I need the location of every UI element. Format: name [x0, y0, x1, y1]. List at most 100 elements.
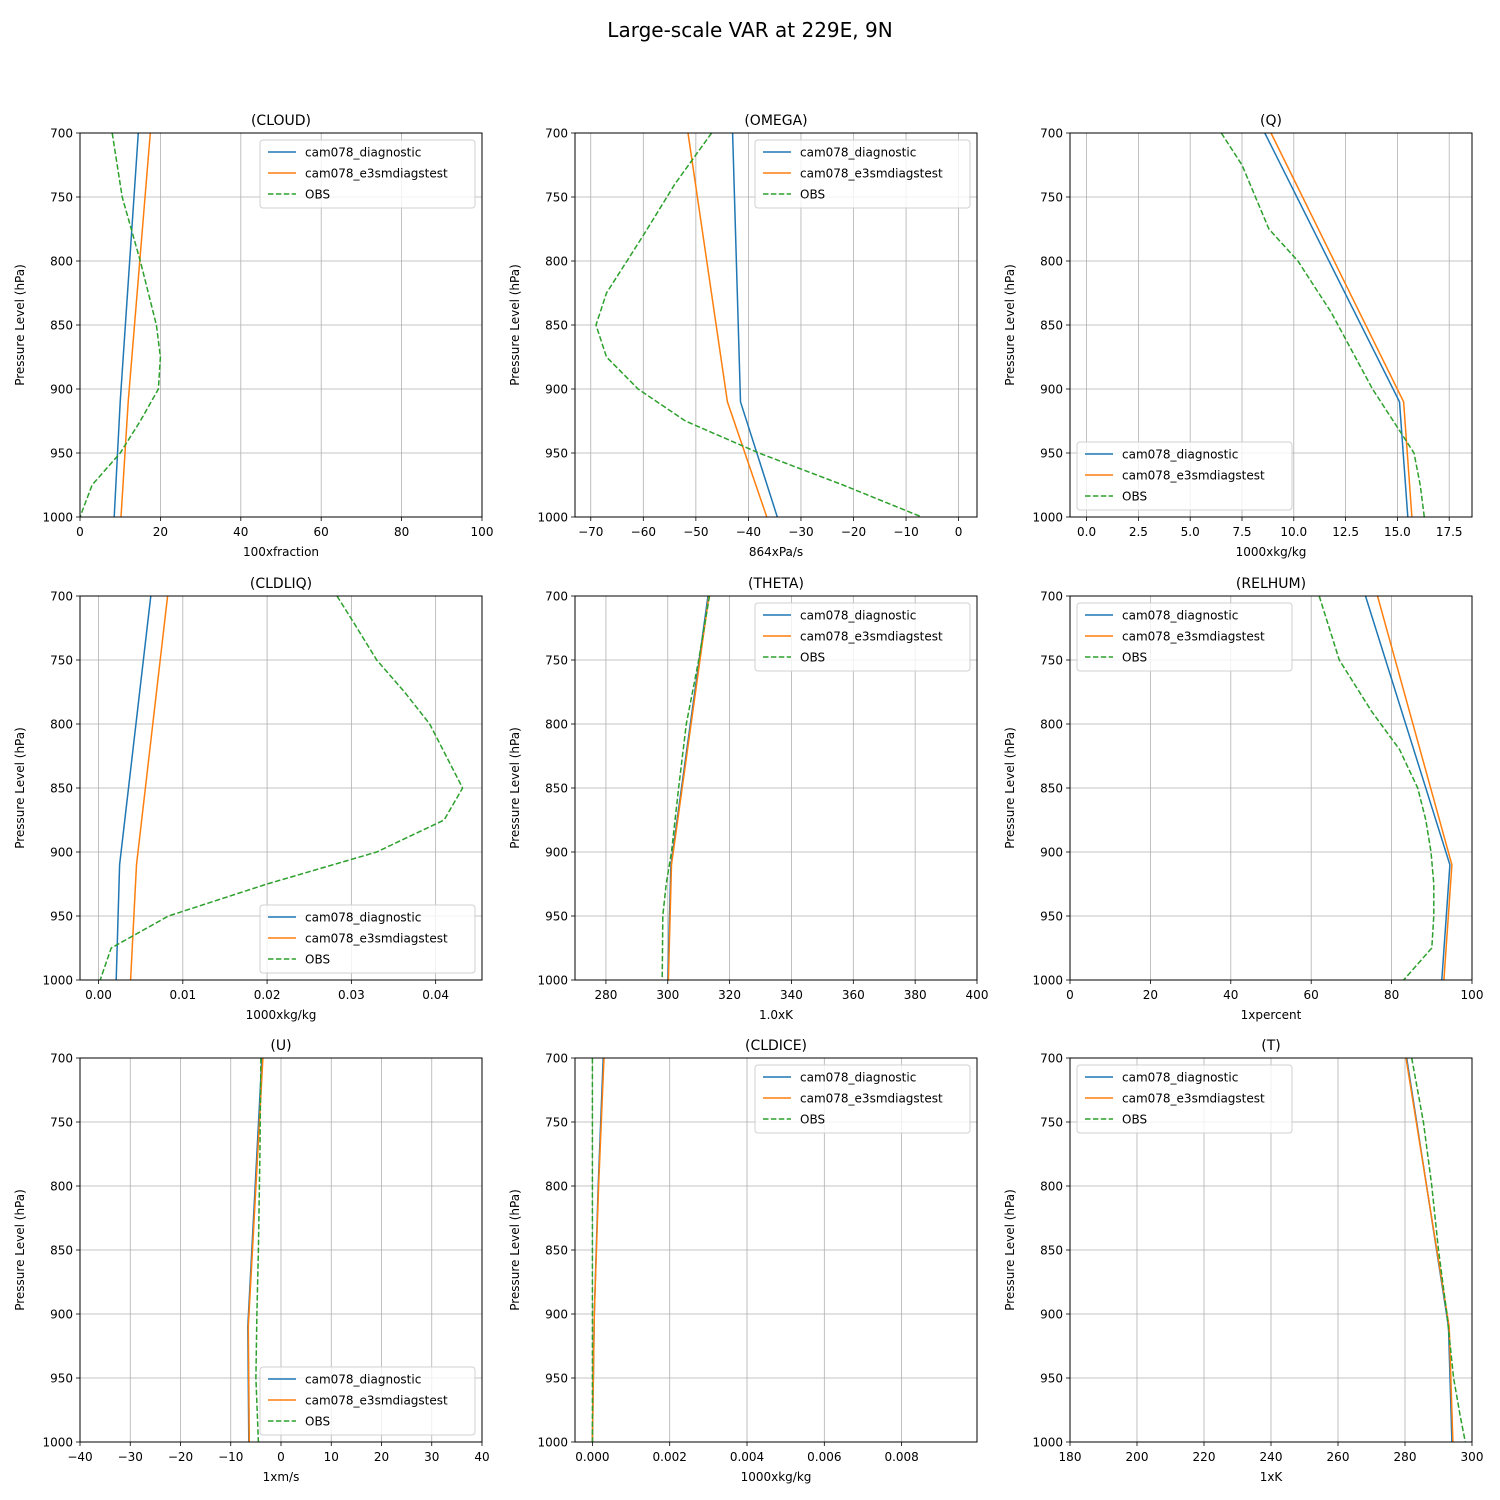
y-tick-label: 850: [50, 782, 73, 796]
y-tick-label: 750: [1040, 654, 1063, 668]
y-tick-label: 750: [50, 654, 73, 668]
x-tick-label: 0.0: [1077, 525, 1096, 539]
series-line-cam078_diagnostic: [731, 132, 779, 518]
y-tick-label: 750: [50, 191, 73, 205]
legend-label: OBS: [800, 188, 825, 202]
x-tick-label: 380: [904, 988, 927, 1002]
y-tick-label: 800: [1040, 255, 1063, 269]
legend: cam078_diagnostic cam078_e3smdiagstest OBS: [1076, 602, 1293, 672]
series-line-cam078_diagnostic: [1364, 595, 1451, 981]
x-tick-label: −60: [631, 525, 656, 539]
series-line-cam078_diagnostic: [1264, 132, 1409, 518]
y-tick-label: 750: [1040, 1116, 1063, 1130]
series-line-cam078_diagnostic: [113, 132, 140, 518]
x-tick-label: −40: [736, 525, 761, 539]
x-tick-label: −50: [683, 525, 708, 539]
series-line-cam078_e3smdiagstest: [1270, 132, 1413, 518]
y-tick-label: 800: [50, 1180, 73, 1194]
legend-label: OBS: [1122, 490, 1147, 504]
y-tick-label: 800: [50, 718, 73, 732]
x-tick-label: 240: [1260, 1450, 1283, 1464]
panel-0: 0 20 40 60 80 100 700 750 800 850 900 950 1000 (CLOUD…: [13, 113, 493, 559]
x-tick-label: 2.5: [1129, 525, 1148, 539]
x-tick-label: 260: [1327, 1450, 1350, 1464]
legend-label: OBS: [305, 953, 330, 967]
series-line-OBS: [79, 132, 162, 518]
x-tick-label: 0: [76, 525, 84, 539]
x-tick-label: 0.008: [884, 1450, 918, 1464]
y-tick-label: 750: [545, 191, 568, 205]
y-tick-label: 800: [545, 255, 568, 269]
series-line-OBS: [255, 1057, 262, 1443]
x-axis-label: 1xK: [1260, 1470, 1284, 1484]
y-tick-label: 900: [1040, 846, 1063, 860]
y-tick-label: 1000: [42, 1436, 73, 1450]
legend-label: cam078_diagnostic: [305, 1373, 421, 1387]
legend: cam078_diagnostic cam078_e3smdiagstest OBS: [754, 1064, 971, 1134]
x-tick-label: −10: [218, 1450, 243, 1464]
y-tick-label: 900: [50, 1308, 73, 1322]
x-tick-label: 0.02: [254, 988, 281, 1002]
x-axis-label: 1000xkg/kg: [1236, 545, 1307, 559]
x-tick-label: 100: [1461, 988, 1484, 1002]
legend: cam078_diagnostic cam078_e3smdiagstest OBS: [1076, 441, 1293, 511]
x-tick-label: 0.000: [575, 1450, 609, 1464]
x-tick-label: 0.006: [807, 1450, 841, 1464]
series-line-cam078_e3smdiagstest: [1376, 595, 1453, 981]
x-tick-label: 60: [1304, 988, 1319, 1002]
x-axis-label: 100xfraction: [243, 545, 319, 559]
y-axis-label: Pressure Level (hPa): [1003, 727, 1017, 849]
y-tick-label: 850: [1040, 319, 1063, 333]
x-tick-label: 200: [1126, 1450, 1149, 1464]
y-tick-label: 700: [50, 1052, 73, 1066]
x-axis-label: 1xm/s: [263, 1470, 300, 1484]
panel-5: 0 20 40 60 80 100 700 750 800 850 900 950 1000 (RELHU…: [1003, 576, 1483, 1022]
legend: cam078_diagnostic cam078_e3smdiagstest OBS: [259, 904, 476, 974]
x-tick-label: 80: [394, 525, 409, 539]
y-tick-label: 800: [1040, 718, 1063, 732]
y-tick-label: 700: [545, 127, 568, 141]
y-tick-label: 700: [50, 590, 73, 604]
x-tick-label: 0.00: [85, 988, 112, 1002]
legend-box: [754, 1064, 971, 1134]
y-tick-label: 900: [1040, 1308, 1063, 1322]
y-tick-label: 1000: [1032, 974, 1063, 988]
y-tick-label: 1000: [537, 1436, 568, 1450]
x-tick-label: 17.5: [1436, 525, 1463, 539]
series-line-OBS: [595, 132, 923, 518]
legend-label: cam078_diagnostic: [800, 609, 916, 623]
y-tick-label: 850: [50, 1244, 73, 1258]
series-line-cam078_e3smdiagstest: [247, 1057, 264, 1443]
panel-4: 280 300 320 340 360 380 400 700 750 800 850 900 950 1…: [508, 576, 988, 1022]
legend-box: [754, 139, 971, 209]
x-tick-label: 180: [1059, 1450, 1082, 1464]
y-tick-label: 950: [50, 910, 73, 924]
x-tick-label: 320: [718, 988, 741, 1002]
x-tick-label: 0: [277, 1450, 285, 1464]
x-tick-label: 0: [955, 525, 963, 539]
y-tick-label: 950: [1040, 910, 1063, 924]
x-tick-label: 15.0: [1384, 525, 1411, 539]
y-tick-label: 700: [545, 590, 568, 604]
legend-box: [1076, 441, 1293, 511]
legend-label: cam078_e3smdiagstest: [1122, 469, 1265, 483]
panels: 0 20 40 60 80 1007007508008509009501000(CLOUD…: [13, 113, 1483, 1484]
series-line-OBS: [99, 595, 464, 981]
series-line-cam078_e3smdiagstest: [1405, 1057, 1454, 1443]
legend-label: cam078_diagnostic: [1122, 609, 1238, 623]
y-tick-label: 750: [1040, 191, 1063, 205]
y-tick-label: 750: [545, 1116, 568, 1130]
series-line-cam078_e3smdiagstest: [591, 1057, 605, 1443]
y-tick-label: 800: [1040, 1180, 1063, 1194]
y-tick-label: 900: [50, 846, 73, 860]
series-line-cam078_e3smdiagstest: [667, 595, 710, 981]
y-axis-label: Pressure Level (hPa): [1003, 1189, 1017, 1311]
y-tick-label: 900: [545, 383, 568, 397]
series-line-OBS: [1318, 595, 1435, 981]
figure-title: Large-scale VAR at 229E, 9N: [607, 18, 892, 42]
y-tick-label: 900: [50, 383, 73, 397]
panel-2: 0.0 2.5 5.0 7.5 10.0 12.5 15.0 17.5 700 750 800 850…: [1003, 113, 1473, 559]
x-tick-label: 30: [424, 1450, 439, 1464]
x-tick-label: 10.0: [1280, 525, 1307, 539]
